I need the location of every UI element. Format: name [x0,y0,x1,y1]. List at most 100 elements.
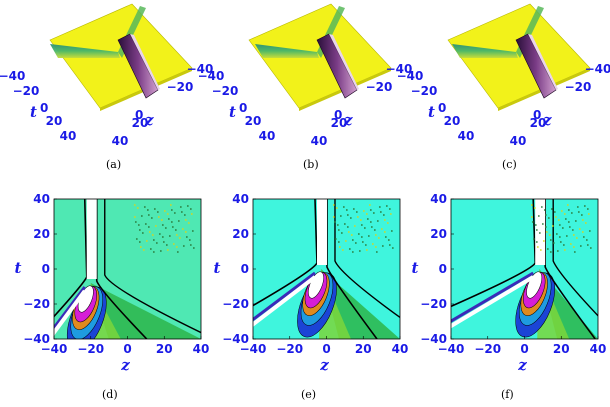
contour-speckle [565,235,568,237]
contour-speckle [171,226,174,228]
surface-t-tick: 40 [458,129,475,143]
contour-field [54,199,201,339]
contour-speckle [360,236,363,238]
contour-speckle [353,225,356,227]
contour-curve-outer [104,199,201,334]
contour-field [451,199,598,339]
contour-speckle [169,204,172,206]
contour-speckle [142,249,145,251]
contour-speckle [134,221,137,223]
contour-speckle [170,209,173,211]
contour-speckle [157,216,160,218]
contour-speckle [558,236,561,238]
contour-speckle [159,250,162,252]
contour-speckle [181,228,184,230]
contour-speckle [133,204,136,206]
contour-speckle [544,214,547,216]
contour-speckle [339,215,342,217]
contour-speckle [144,223,147,225]
contour-speckle [180,211,183,213]
surface-t-label: t [30,103,37,121]
contour-speckle [189,208,192,210]
contour-speckle [167,218,170,220]
contour-speckle [541,223,544,225]
surface-z-tick: 40 [311,134,328,148]
contour-x-label: z [319,356,329,374]
contour-speckle [173,212,176,214]
contour-x-tick: 40 [590,342,607,356]
contour-fan-green [90,283,201,339]
contour-speckle [135,238,138,240]
contour-speckle [530,204,533,206]
contour-speckle [378,206,381,208]
contour-speckle [383,231,386,233]
contour-speckle [139,246,142,248]
contour-speckle [192,247,195,249]
contour-speckle [530,216,533,218]
contour-speckle [580,214,583,216]
surface-t-tick: 20 [46,114,63,128]
contour-speckle [547,217,550,219]
contour-speckle [340,232,343,234]
contour-curve-left [451,199,537,308]
contour-speckle [374,234,377,236]
contour-speckle [175,246,178,248]
contour-band-left [253,271,316,322]
contour-speckle [375,251,378,253]
contour-speckle [175,234,178,236]
contour-x-tick: 40 [392,342,409,356]
contour-speckle [166,249,169,251]
contour-speckle [365,249,368,251]
contour-speckle [152,251,155,253]
contour-speckle [138,229,141,231]
contour-speckle [554,216,557,218]
contour-x-tick: 20 [156,342,173,356]
surface-z-zero: 0 [334,108,342,122]
contour-speckle [558,224,561,226]
contour-channel [86,199,97,279]
contour-speckle [184,219,187,221]
contour-speckle [337,241,340,243]
contour-y-tick: −20 [23,297,50,311]
contour-y-tick: 40 [430,192,447,206]
contour-speckle [335,207,338,209]
contour-speckle [586,244,589,246]
contour-band-left [54,286,86,331]
surface-t-zero: 0 [40,101,48,115]
contour-speckle [190,213,193,215]
surface-t-zero: 0 [438,101,446,115]
contour-speckle [377,237,380,239]
contour-speckle [589,247,592,249]
contour-speckle [156,211,159,213]
caption-d: (d) [102,388,118,401]
contour-speckle [147,214,150,216]
contour-speckle [356,216,359,218]
contour-speckle [567,221,570,223]
contour-y-tick: −40 [420,332,447,346]
contour-speckle [154,225,157,227]
contour-speckle [133,216,136,218]
caption-f: (f) [501,388,514,401]
contour-speckle [576,206,579,208]
surface-t-tick: 20 [245,114,262,128]
contour-speckle [563,213,566,215]
contour-speckle [336,224,339,226]
surface-wall-top [130,34,160,90]
contour-speckle [384,236,387,238]
contour-speckle [372,212,375,214]
contour-x-tick: −20 [276,342,303,356]
contour-speckle [539,249,542,251]
contour-speckle [161,224,164,226]
contour-channel [535,199,546,265]
surface-z-tick: −40 [585,62,610,76]
contour-speckle [388,208,391,210]
contour-speckle [381,245,384,247]
contour-speckle [143,206,146,208]
contour-y-tick: −20 [420,297,447,311]
surface-ridge [452,44,518,58]
contour-y-tick: 20 [430,227,447,241]
contour-curve-right [326,199,378,339]
surface-z-label: z [542,111,552,129]
contour-speckle [579,245,582,247]
